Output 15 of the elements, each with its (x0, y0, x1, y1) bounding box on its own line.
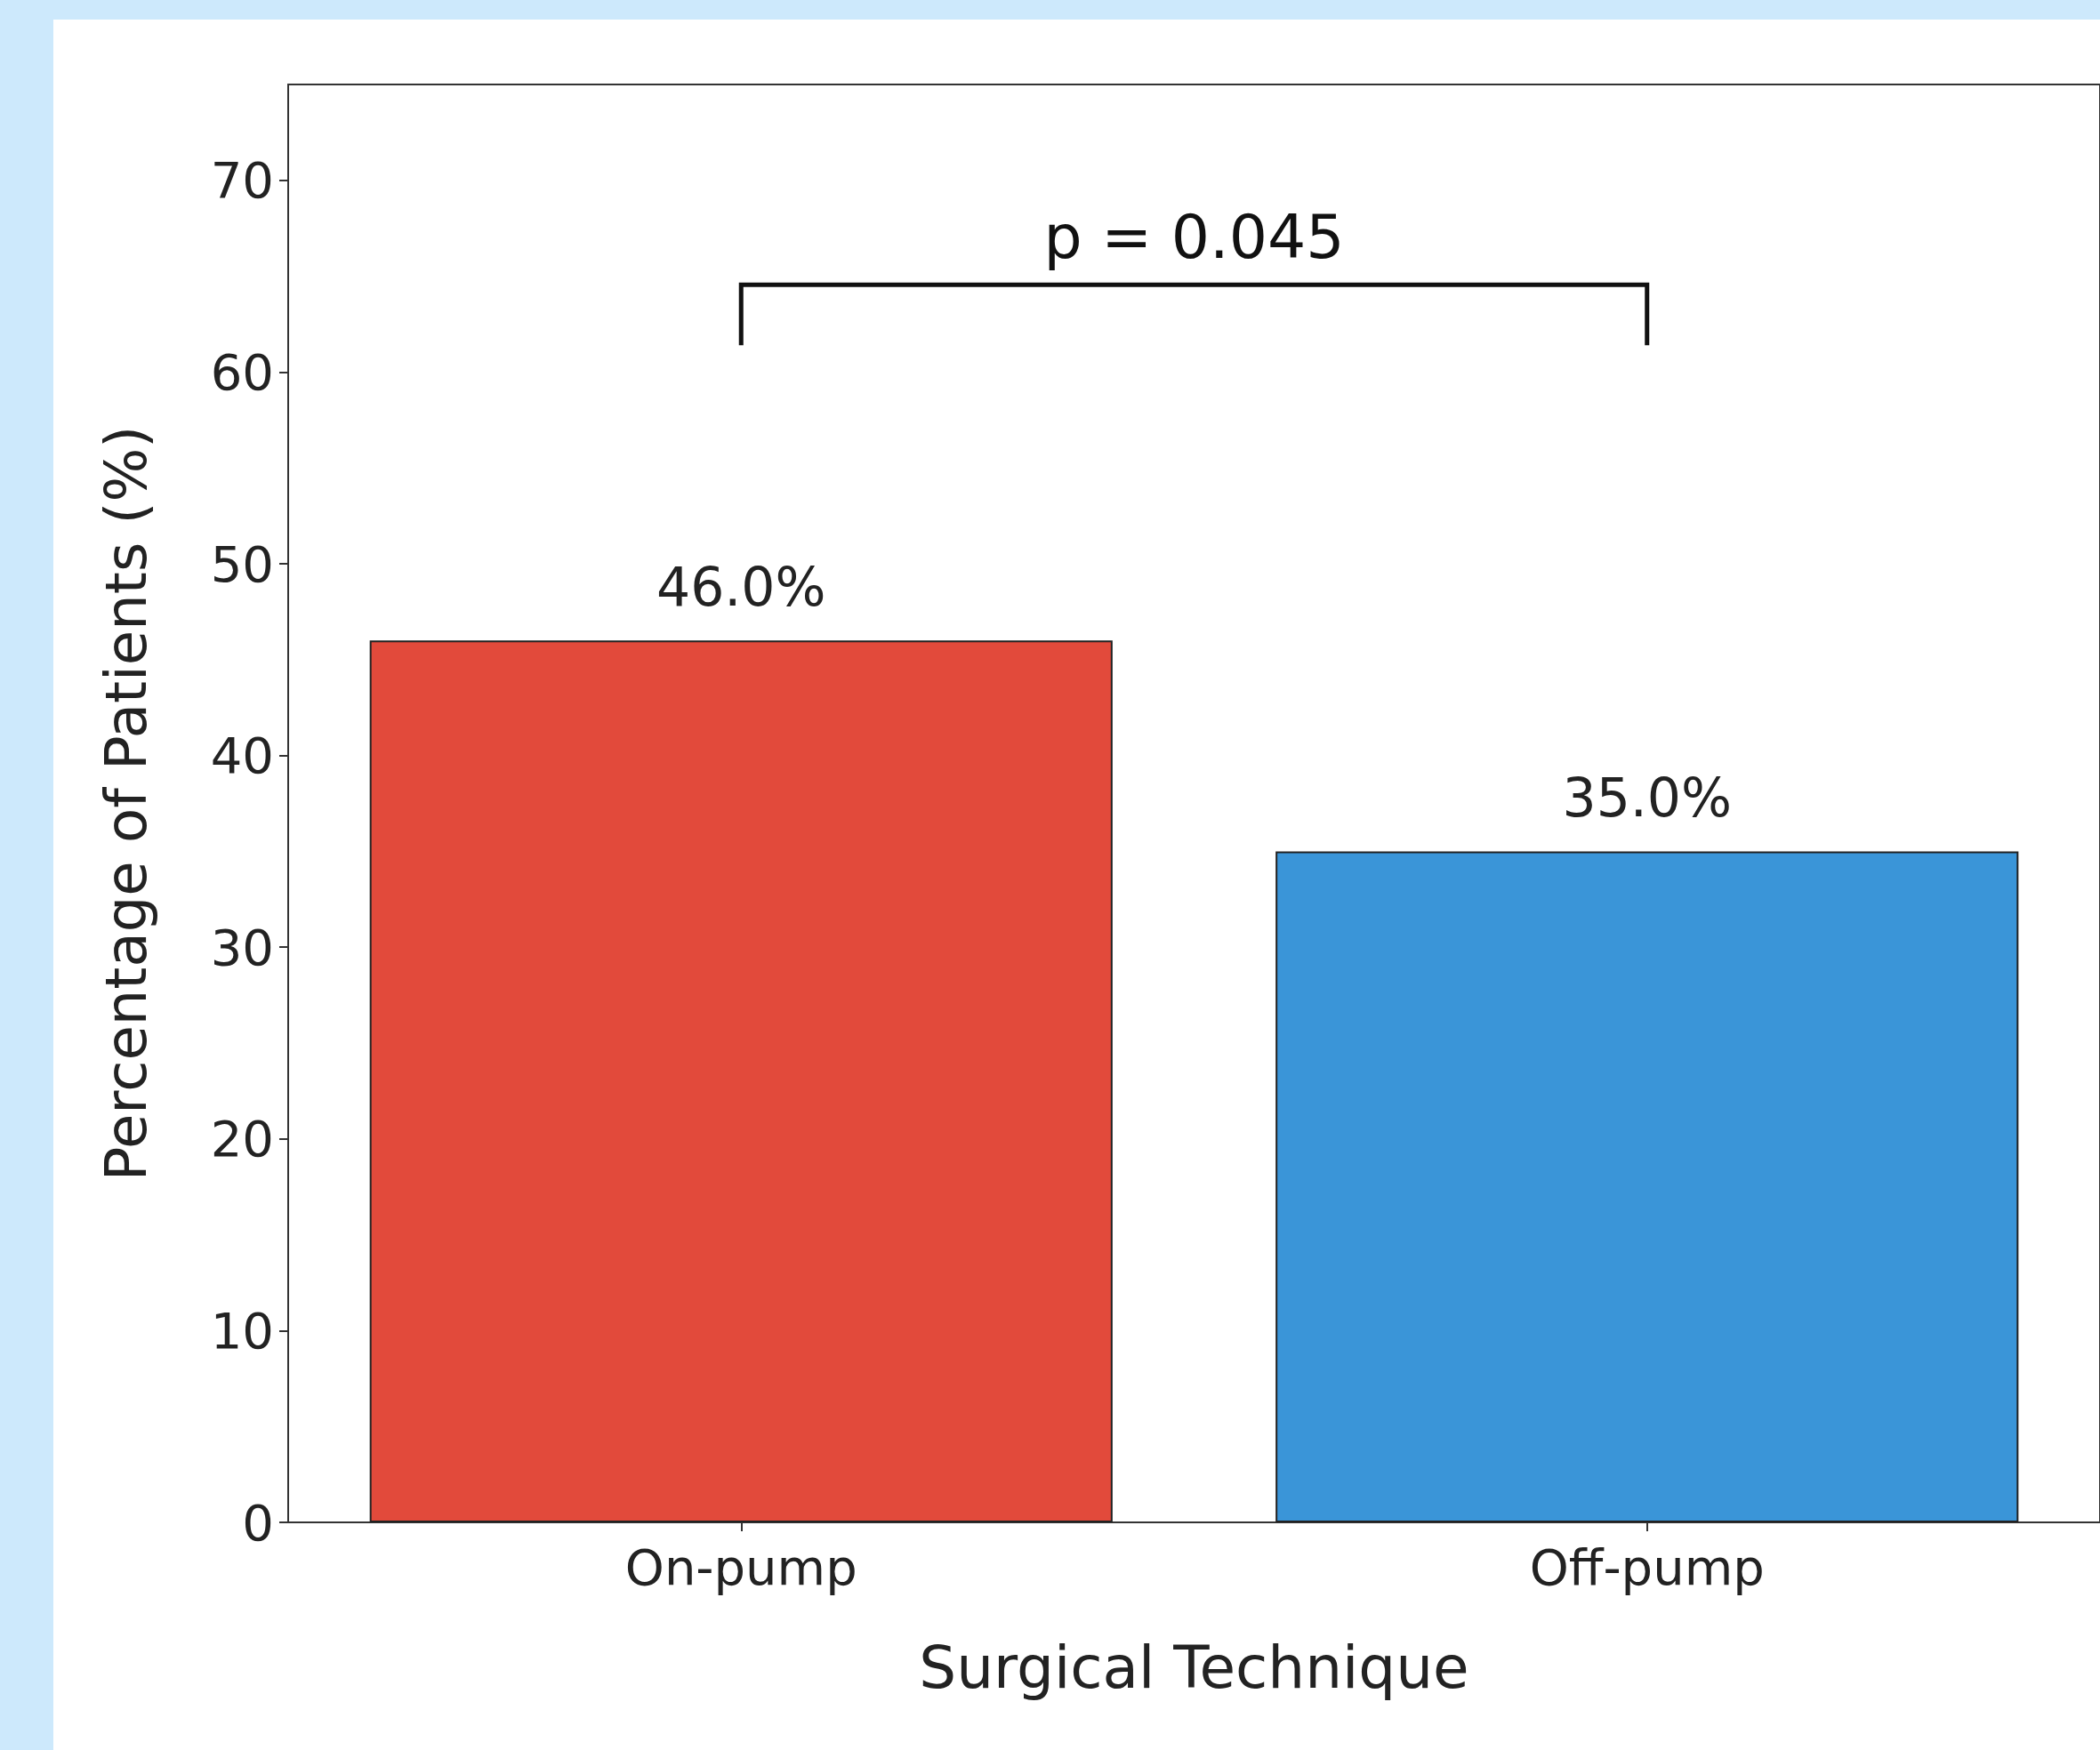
y-tick-label: 70 (210, 151, 274, 210)
y-tick-label: 30 (210, 918, 274, 976)
x-tick-label: On-pump (624, 1537, 857, 1596)
y-tick-label: 20 (210, 1110, 274, 1168)
x-tick-label: Off-pump (1529, 1537, 1765, 1596)
y-tick-label: 40 (210, 726, 274, 785)
x-axis-title: Surgical Technique (919, 1633, 1469, 1702)
data-label: 35.0% (1562, 767, 1733, 830)
y-tick-label: 10 (210, 1301, 274, 1360)
y-axis-title: Percentage of Patients (%) (93, 425, 159, 1182)
annotation: p = 0.045 (1043, 202, 1345, 273)
y-tick-label: 60 (210, 342, 274, 401)
y-tick-label: 0 (242, 1493, 274, 1552)
y-tick-label: 50 (210, 534, 274, 593)
data-label: 46.0% (656, 556, 826, 619)
